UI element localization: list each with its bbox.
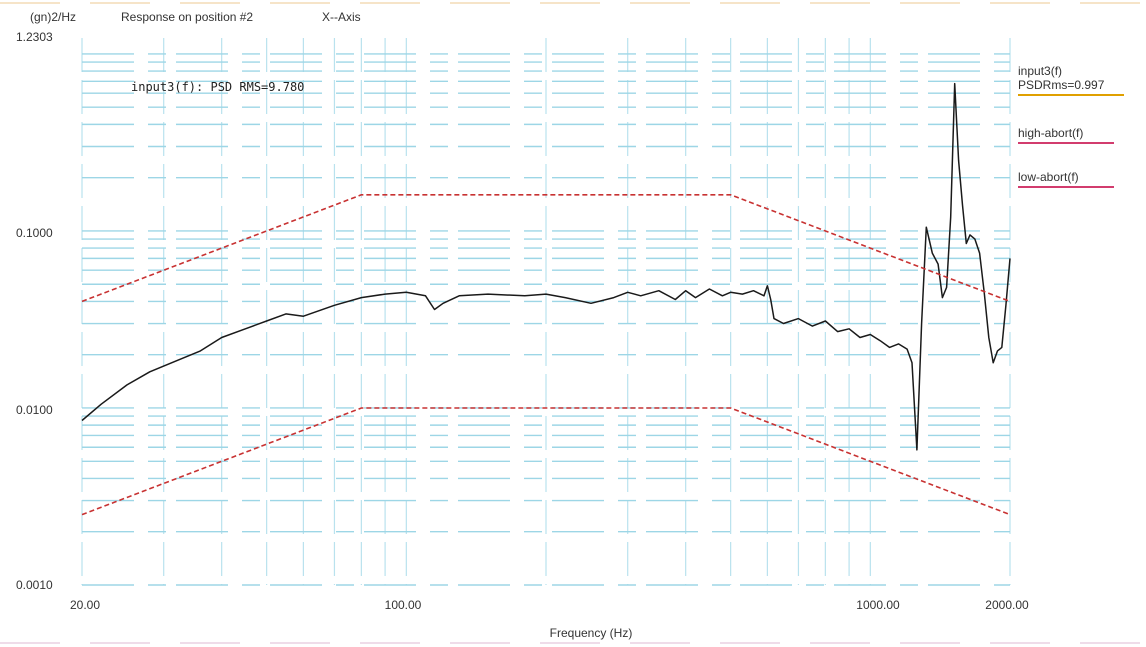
- axis-label: X--Axis: [322, 10, 361, 24]
- x-tick-label: 2000.00: [985, 598, 1029, 612]
- chart-title: Response on position #2: [121, 10, 254, 24]
- legend-rms-label: PSDRms=0.997: [1018, 78, 1105, 92]
- rms-annotation: input3(f): PSD RMS=9.780: [131, 80, 305, 94]
- grid: [81, 38, 1011, 586]
- y-tick-label: 1.2303: [16, 30, 53, 44]
- y-tick-label: 0.0010: [16, 578, 53, 592]
- legend-swatch: [1018, 186, 1114, 188]
- legend-swatch: [1018, 142, 1114, 144]
- series-layer: [81, 82, 1011, 516]
- legend-entry-low-abort: low-abort(f): [1018, 170, 1114, 188]
- legend-label: low-abort(f): [1018, 170, 1079, 184]
- x-tick-label: 20.00: [69, 598, 101, 612]
- legend-label: high-abort(f): [1018, 126, 1084, 140]
- series-line-2: [81, 407, 1011, 516]
- x-axis-title: Frequency (Hz): [549, 626, 633, 640]
- y-unit-label: (gn)2/Hz: [30, 10, 77, 24]
- legend-label: input3(f): [1018, 64, 1063, 78]
- x-tick-label: 1000.00: [856, 598, 900, 612]
- legend-entry-high-abort: high-abort(f): [1018, 126, 1114, 144]
- legend-swatch: [1018, 94, 1124, 96]
- x-tick-label: 100.00: [384, 598, 422, 612]
- legend-entry-input3: input3(f) PSDRms=0.997: [1018, 64, 1124, 96]
- y-tick-label: 0.0100: [16, 403, 53, 417]
- y-tick-label: 0.1000: [16, 226, 53, 240]
- series-line-1: [81, 194, 1011, 303]
- series-line-0: [81, 82, 1011, 451]
